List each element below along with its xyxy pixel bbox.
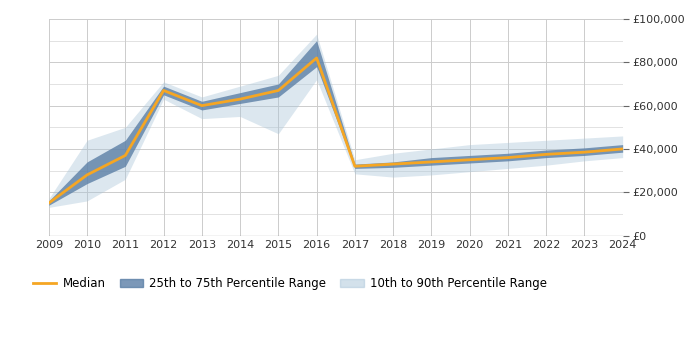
Legend: Median, 25th to 75th Percentile Range, 10th to 90th Percentile Range: Median, 25th to 75th Percentile Range, 1… (28, 272, 552, 295)
